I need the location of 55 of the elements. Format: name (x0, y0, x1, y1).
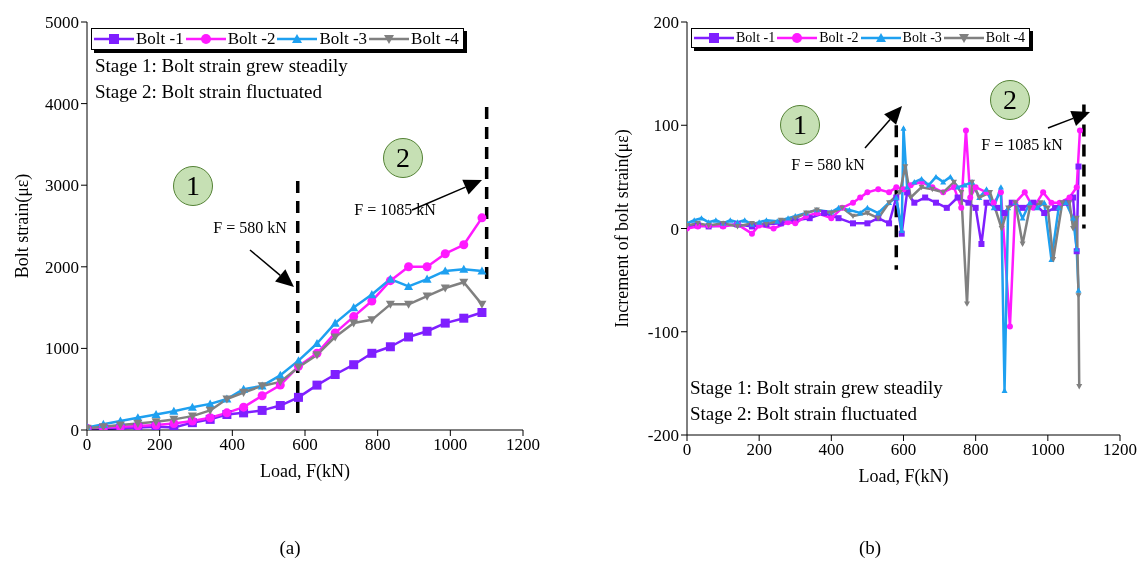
y-axis-title: Bolt strain(με) (12, 173, 34, 279)
x-tick-label: 1000 (433, 435, 468, 455)
annotation: F = 1085 kN (981, 136, 1063, 154)
y-tick-label: 2000 (45, 257, 79, 277)
y-tick-label: 1000 (45, 339, 79, 359)
legend-label: Bolt -3 (319, 29, 368, 49)
x-tick-label: 600 (890, 440, 917, 460)
legend-label: Bolt -2 (227, 29, 276, 49)
annotation: 1 (793, 109, 807, 141)
x-tick-label: 1200 (1103, 440, 1137, 460)
circle-badge: 2 (990, 80, 1030, 120)
x-tick-label: 400 (219, 435, 246, 455)
annotation: Stage 1: Bolt strain grew steadily (690, 377, 943, 399)
x-tick-label: 800 (962, 440, 989, 460)
legend-label: Bolt -2 (819, 30, 859, 46)
x-tick-label: 600 (292, 435, 318, 455)
legend-label: Bolt -4 (985, 30, 1026, 46)
legend-label: Bolt -3 (902, 30, 942, 46)
x-axis-title: Load, F(kN) (858, 466, 949, 487)
y-tick-label: 4000 (45, 94, 79, 114)
legend-label: Bolt -4 (411, 29, 459, 49)
x-tick-label: 400 (818, 440, 845, 460)
circle-badge: 2 (383, 138, 423, 178)
y-tick-label: -100 (647, 322, 679, 342)
y-tick-label: 5000 (45, 13, 79, 33)
x-tick-label: 800 (364, 435, 391, 455)
x-tick-label: 200 (146, 435, 173, 455)
legend-label: Bolt -1 (136, 29, 184, 49)
y-tick-label: 100 (653, 116, 679, 136)
circle-badge: 1 (780, 105, 820, 145)
text: (b) (858, 537, 882, 559)
x-tick-label: 0 (682, 440, 692, 460)
y-tick-label: 0 (670, 219, 679, 239)
annotation: 1 (186, 170, 200, 202)
x-tick-label: 0 (82, 435, 92, 455)
y-tick-label: 3000 (45, 176, 79, 196)
legend-label: Bolt -1 (736, 30, 776, 46)
annotation: 2 (1003, 84, 1017, 116)
y-tick-label: -200 (647, 426, 679, 446)
annotation: Stage 2: Bolt strain fluctuated (95, 81, 322, 103)
x-tick-label: 1000 (1030, 440, 1065, 460)
x-tick-label: 200 (746, 440, 772, 460)
y-axis-title: Increment of bolt strain(με) (612, 129, 634, 328)
annotation: F = 580 kN (791, 156, 865, 174)
annotation: 2 (396, 142, 410, 174)
annotation: Stage 2: Bolt strain fluctuated (690, 403, 917, 425)
annotation: F = 580 kN (213, 219, 287, 237)
circle-badge: 1 (173, 166, 213, 206)
annotation: F = 1085 kN (354, 201, 436, 219)
x-tick-label: 1200 (506, 435, 540, 455)
x-axis-title: Load, F(kN) (260, 461, 350, 482)
y-tick-label: 200 (653, 13, 679, 33)
annotation: Stage 1: Bolt strain grew steadily (95, 55, 348, 77)
text: (a) (279, 537, 301, 559)
y-tick-label: 0 (70, 421, 79, 441)
